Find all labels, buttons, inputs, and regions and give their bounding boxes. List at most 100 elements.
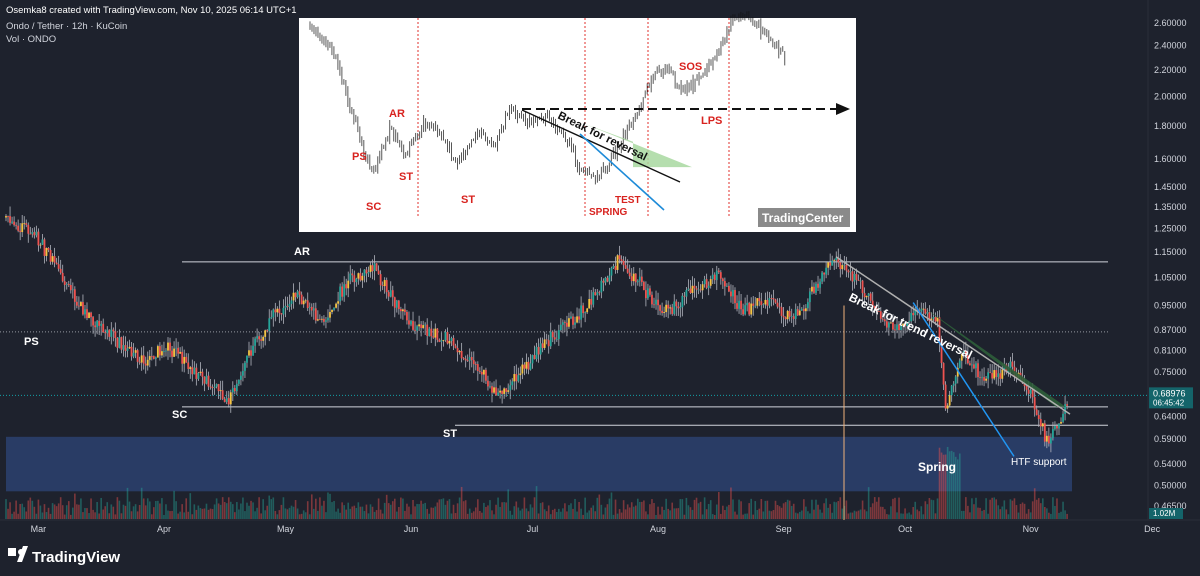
candle-body — [786, 310, 789, 320]
candle-body — [642, 282, 645, 291]
candle-body — [723, 281, 726, 287]
candle-body — [347, 280, 350, 289]
candle-body — [993, 370, 996, 379]
volume-bar — [1035, 499, 1038, 519]
volume-bar — [898, 497, 900, 519]
candle-body — [47, 248, 50, 251]
volume-bar — [572, 508, 574, 519]
label-spring: Spring — [918, 460, 956, 474]
candle-body — [778, 306, 781, 308]
tradingview-logo[interactable]: TradingView — [8, 546, 120, 566]
candle-body — [831, 260, 834, 266]
candle-body — [215, 384, 218, 387]
volume-bar — [695, 497, 698, 519]
candle-body — [23, 223, 26, 225]
price-tick-label: 0.95000 — [1154, 301, 1187, 311]
candle-body — [940, 342, 943, 364]
volume-bar — [130, 511, 133, 519]
candle-body — [357, 273, 360, 279]
inset-label-ps: PS — [352, 151, 367, 163]
candle-body — [240, 375, 242, 380]
volume-bar — [884, 509, 886, 519]
candle-body — [412, 321, 414, 330]
volume-bar — [790, 505, 793, 519]
candle-body — [73, 289, 76, 302]
volume-bar — [1019, 503, 1022, 519]
price-axis[interactable]: 2.60000 2.40000 2.20000 2.00000 1.80000 1.600… — [1149, 18, 1193, 519]
volume-bar — [574, 498, 576, 519]
candle-body — [404, 309, 406, 312]
volume-label[interactable]: Vol · ONDO — [6, 34, 56, 45]
candle-body — [343, 284, 346, 297]
time-tick-label: Sep — [776, 524, 792, 534]
candle-body — [517, 375, 520, 382]
candle-body — [233, 388, 236, 392]
volume-bar — [527, 511, 530, 519]
candle-body — [375, 263, 378, 271]
candle-body — [855, 273, 858, 281]
htf-support-zone — [6, 436, 1072, 492]
volume-bar — [337, 508, 339, 519]
candle-body — [511, 381, 514, 386]
candle-body — [825, 267, 828, 275]
volume-bar — [521, 508, 524, 519]
candle-body — [853, 273, 856, 282]
candle-body — [971, 364, 973, 366]
volume-bar — [788, 500, 791, 519]
volume-bar — [102, 509, 104, 519]
candle-body — [938, 317, 941, 343]
candle-body — [156, 346, 159, 358]
volume-bar — [31, 500, 34, 519]
volume-bar — [718, 492, 720, 519]
candle-body — [43, 239, 46, 256]
candle-body — [497, 392, 499, 396]
time-axis[interactable]: MarAprMayJunJulAugSepOctNovDec2026 — [31, 524, 1200, 534]
candle-body — [827, 262, 830, 268]
candle-body — [325, 320, 327, 322]
inset-label-spring: SPRING — [589, 207, 628, 218]
volume-bar — [155, 501, 157, 519]
candle-body — [942, 363, 945, 385]
volume-bar — [1039, 503, 1042, 519]
volume-bar — [304, 512, 307, 519]
candle-body — [1066, 404, 1068, 406]
volume-bar — [750, 498, 752, 519]
candle-body — [549, 331, 552, 347]
volume-bar — [491, 510, 493, 519]
volume-bar — [264, 510, 266, 519]
trendlines — [835, 256, 1071, 457]
candle-body — [264, 330, 267, 337]
candle-body — [685, 290, 688, 297]
candle-body — [316, 319, 319, 321]
candle-body — [590, 298, 593, 305]
candle-body — [150, 356, 153, 357]
volume-bar — [118, 500, 121, 519]
candle-body — [626, 268, 629, 273]
symbol-title[interactable]: Ondo / Tether · 12h · KuCoin — [6, 21, 127, 32]
candle-body — [57, 264, 60, 269]
candle-body — [252, 345, 254, 356]
volume-bar — [740, 501, 742, 519]
volume-bar — [1027, 509, 1030, 519]
volume-bar — [501, 502, 503, 519]
price-tick-label: 0.75000 — [1154, 367, 1187, 377]
candle-body — [391, 290, 394, 298]
candle-body — [132, 352, 135, 357]
volume-bar — [807, 511, 809, 519]
volume-bar — [991, 497, 993, 519]
volume-bar — [651, 499, 653, 519]
volume-bar — [325, 512, 327, 519]
candle-body — [19, 230, 22, 233]
volume-bar — [857, 510, 860, 519]
candle-body — [472, 360, 475, 365]
volume-bar — [122, 504, 125, 519]
candle-body — [616, 255, 619, 270]
volume-bar — [839, 497, 842, 519]
volume-bar — [936, 498, 939, 519]
tradingview-logo-icon — [8, 548, 16, 556]
candle-body — [1023, 383, 1026, 387]
candle-body — [314, 308, 317, 321]
volume-bar — [752, 514, 755, 519]
volume-bar — [612, 514, 615, 519]
